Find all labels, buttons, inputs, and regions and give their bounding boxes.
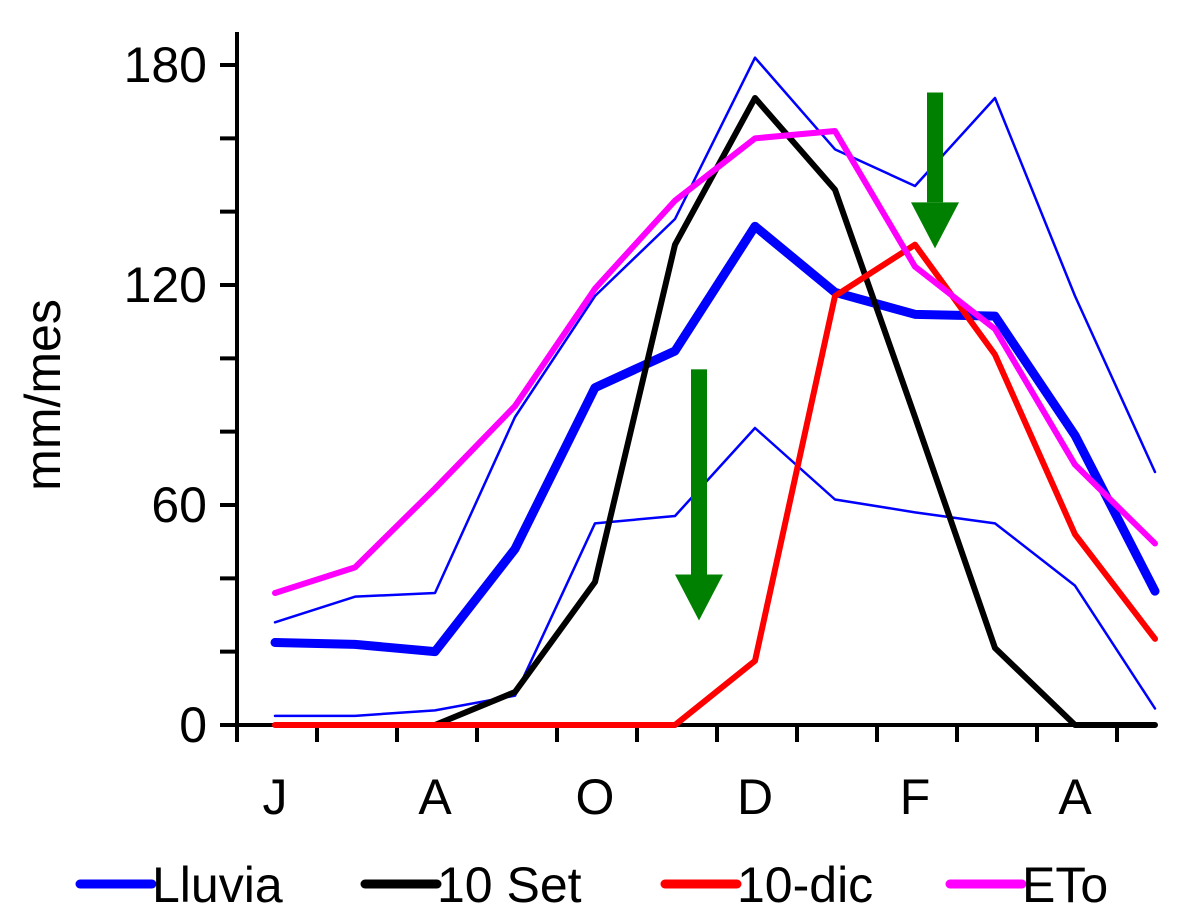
legend-item-10-dic: 10-dic [660, 857, 873, 913]
series-line-eto [272, 128, 1158, 596]
legend-item-eto: ETo [945, 857, 1108, 913]
x-tick-label: D [737, 769, 773, 825]
annotations-layer [675, 92, 959, 621]
series-line-range-thin [273, 426, 1157, 718]
y-axis-title: mm/mes [15, 299, 71, 491]
legend-label: ETo [1022, 857, 1108, 910]
legend-item-lluvia: Lluvia [75, 857, 283, 913]
x-tick-label: J [263, 769, 288, 825]
series-line-10-dic [272, 241, 1158, 728]
y-tick-label: 120 [124, 257, 207, 313]
legend-label: Lluvia [152, 857, 283, 910]
series-line-range-thin [273, 56, 1157, 624]
series-line-lluvia [270, 221, 1160, 657]
legend-label: 10 Set [437, 857, 582, 910]
series-line-10-set [432, 95, 1158, 728]
arrow-down-icon [675, 574, 723, 621]
legend: Lluvia 10 Set 10-dic ETo [75, 857, 1108, 913]
y-tick-label: 180 [124, 37, 207, 93]
arrow-shaft [691, 369, 707, 575]
y-tick-label: 0 [179, 697, 207, 753]
axes-layer: 0 60 120 180 J A O D F Amm/mes [15, 32, 1155, 825]
series-layer [270, 56, 1160, 728]
x-tick-label: A [1058, 769, 1092, 825]
legend-label: 10-dic [737, 857, 873, 910]
x-tick-label: O [576, 769, 615, 825]
arrow-shaft [927, 92, 943, 203]
x-tick-label: A [418, 769, 452, 825]
arrow-down-icon [911, 202, 959, 249]
legend-item-10-set: 10 Set [360, 857, 582, 913]
x-tick-label: F [900, 769, 931, 825]
y-tick-label: 60 [151, 477, 207, 533]
